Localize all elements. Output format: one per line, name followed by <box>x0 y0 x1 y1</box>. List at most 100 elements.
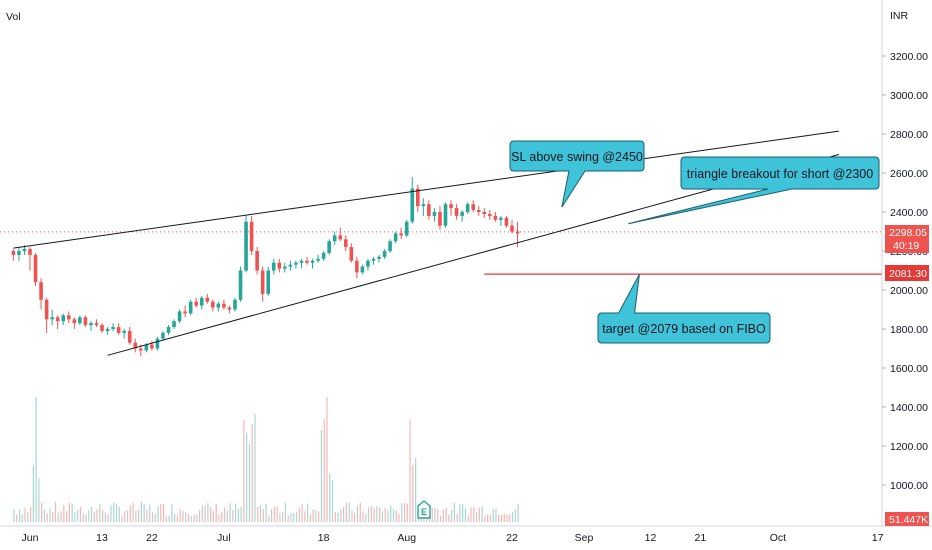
volume-bar <box>190 515 192 522</box>
volume-bar <box>21 514 23 522</box>
volume-bar <box>473 507 475 522</box>
last-price-badge: 2298.05 40:19 <box>885 225 929 253</box>
callout-breakout[interactable]: triangle breakout for short @2300 <box>628 156 880 225</box>
volume-bar <box>481 506 483 522</box>
currency-label: INR <box>890 10 909 22</box>
earnings-marker-label: E <box>421 507 427 517</box>
callout-breakout-shape <box>628 156 880 225</box>
volume-readout-badge: 51.447K <box>885 512 929 526</box>
volume-bar <box>16 514 18 522</box>
volume-bar <box>387 510 389 522</box>
volume-bar <box>451 509 453 522</box>
volume-bar <box>500 514 503 522</box>
volume-bar <box>359 502 361 522</box>
callout-sl[interactable]: SL above swing @2450 <box>509 140 645 208</box>
volume-bar <box>442 509 444 522</box>
candle-body-28 <box>166 327 171 333</box>
callout-target-text: target @2079 based on FIBO <box>602 322 766 336</box>
volume-bar <box>68 503 70 522</box>
volume-bar <box>268 515 270 522</box>
volume-bar <box>102 509 104 522</box>
candle-body-45 <box>260 270 265 294</box>
candle-body-65 <box>371 258 376 261</box>
y-tick-label-8: 1600.00 <box>890 363 928 375</box>
callout-breakout-text: triangle breakout for short @2300 <box>687 167 873 181</box>
candle-body-64 <box>366 260 370 267</box>
volume-bar <box>315 510 317 522</box>
volume-bar <box>384 508 386 522</box>
volume-bar <box>464 508 467 522</box>
candle-body-44 <box>255 251 259 271</box>
candle-body-81 <box>460 212 464 216</box>
volume-bar <box>343 507 345 522</box>
earnings-marker[interactable]: E <box>417 500 431 519</box>
volume-bar <box>79 506 82 522</box>
volume-bar <box>506 514 508 522</box>
volume-bar <box>498 514 500 522</box>
candle-body-25 <box>150 344 154 349</box>
volume-bar <box>511 511 514 522</box>
volume-bar <box>415 457 417 522</box>
volume-bar <box>221 511 223 522</box>
candle-body-69 <box>393 233 398 242</box>
candle-body-58 <box>332 235 337 242</box>
volume-bar <box>431 508 433 522</box>
last-price-value: 2298.05 <box>889 227 927 239</box>
volume-bar <box>475 511 478 522</box>
candle-body-41 <box>238 270 243 300</box>
volume-bar <box>323 418 325 522</box>
volume-bar <box>248 443 251 522</box>
volume-bar <box>456 513 458 522</box>
volume-bar <box>478 507 480 522</box>
volume-bar <box>165 515 167 522</box>
volume-bar <box>218 515 220 522</box>
y-tick-label-3: 2600.00 <box>890 168 928 180</box>
candle-body-8 <box>55 317 60 322</box>
volume-bar <box>495 508 497 522</box>
callout-target[interactable]: target @2079 based on FIBO <box>597 273 771 344</box>
candle-body-2 <box>22 249 27 251</box>
volume-bar <box>212 510 215 522</box>
candle-body-91 <box>515 231 520 234</box>
volume-bar <box>240 506 242 522</box>
volume-bar <box>276 506 278 522</box>
volume-bar <box>115 503 118 522</box>
volume-bar <box>370 506 372 522</box>
volume-bar <box>66 511 68 522</box>
volume-bar <box>351 510 353 522</box>
volume-bar <box>18 509 21 522</box>
volume-bar <box>331 479 334 522</box>
volume-bar <box>392 508 395 522</box>
candle-body-47 <box>271 262 276 271</box>
volume-bar <box>304 511 306 522</box>
volume-bar <box>270 509 273 522</box>
candle-body-3 <box>28 249 32 255</box>
candle-body-29 <box>172 321 176 328</box>
volume-bar <box>229 503 231 522</box>
volume-bar <box>445 507 447 522</box>
volume-bar <box>104 512 106 522</box>
volume-bar <box>63 505 65 522</box>
volume-bar <box>138 509 140 522</box>
volume-bar <box>287 515 289 522</box>
volume-bar <box>484 515 486 522</box>
candle-body-50 <box>288 264 293 267</box>
volume-bar <box>38 478 40 522</box>
candle-body-71 <box>404 221 409 236</box>
candle-body-40 <box>233 299 237 310</box>
volume-bar <box>517 503 519 522</box>
volume-bar <box>237 509 239 522</box>
volume-bar <box>43 509 46 522</box>
volume-bar <box>295 511 298 522</box>
candle-body-11 <box>72 319 77 324</box>
volume-bar <box>107 514 109 522</box>
y-tick-label-7: 1800.00 <box>890 324 928 336</box>
volume-bar <box>409 419 411 522</box>
candle-body-73 <box>416 188 420 207</box>
candle-body-68 <box>388 241 392 251</box>
volume-bar <box>35 397 37 522</box>
candle-body-80 <box>454 208 459 216</box>
candlesticks <box>11 176 520 357</box>
